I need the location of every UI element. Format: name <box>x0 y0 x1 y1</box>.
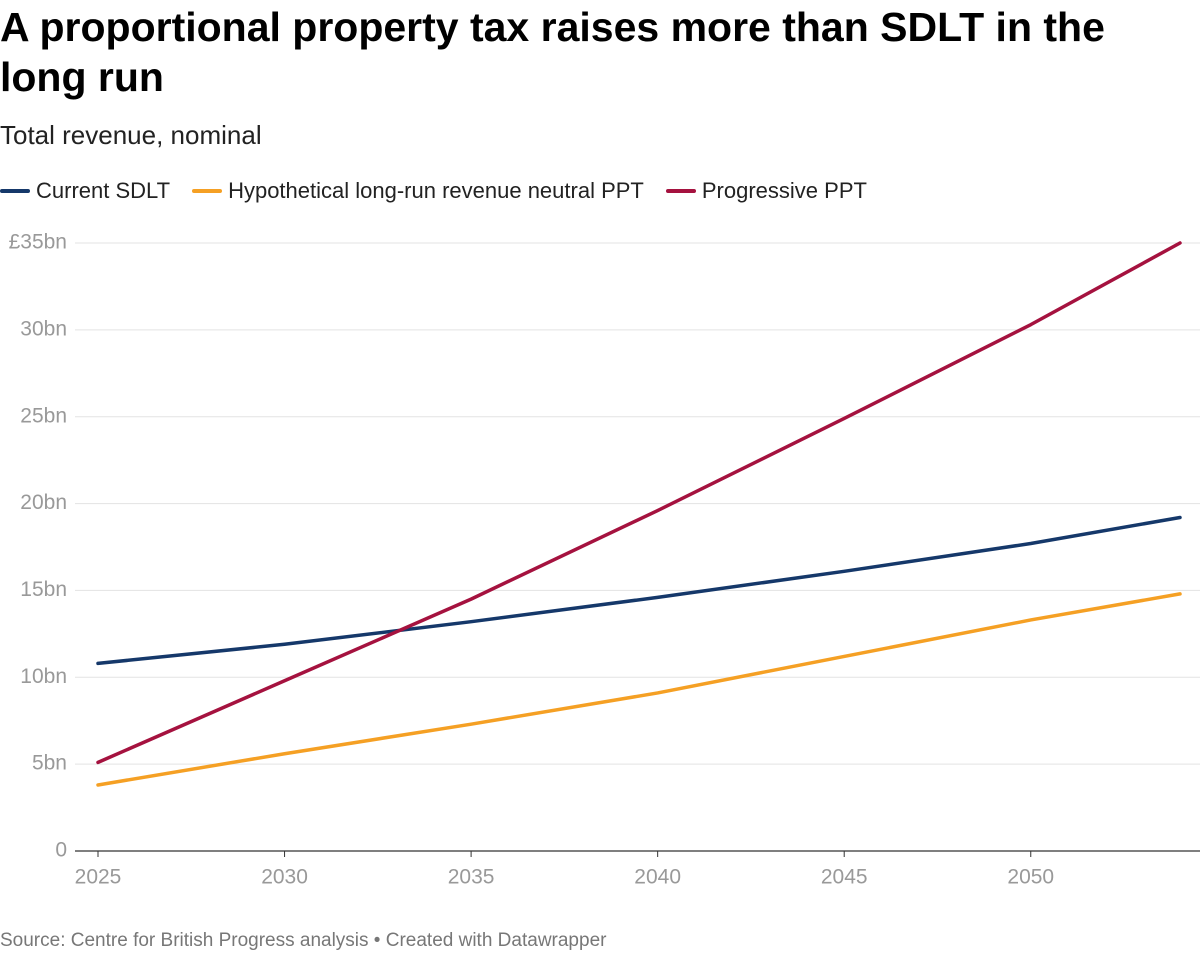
legend-item: Hypothetical long-run revenue neutral PP… <box>192 178 644 204</box>
y-tick-label: 0 <box>55 839 67 862</box>
legend-swatch <box>665 189 696 193</box>
y-tick-label: 30bn <box>20 317 67 340</box>
x-tick-label: 2050 <box>1007 866 1054 889</box>
legend-label: Progressive PPT <box>701 178 867 203</box>
chart-subtitle: Total revenue, nominal <box>0 120 262 150</box>
source-note: Source: Centre for British Progress anal… <box>0 930 607 951</box>
legend-swatch <box>192 189 223 193</box>
x-tick-label: 2045 <box>821 866 868 889</box>
chart-title: A proportional property tax raises more … <box>0 4 1105 100</box>
legend: Current SDLT Hypothetical long-run revenu… <box>0 178 867 204</box>
series-line <box>96 241 1182 765</box>
series-line <box>96 515 1182 666</box>
legend-swatch <box>0 189 30 193</box>
x-tick-label: 2030 <box>261 866 308 889</box>
legend-label: Current SDLT <box>36 178 171 203</box>
legend-item: Current SDLT <box>0 178 170 204</box>
y-tick-label: 25bn <box>20 404 67 427</box>
y-tick-label: £35bn <box>9 231 67 254</box>
x-tick-label: 2025 <box>75 866 122 889</box>
y-tick-label: 5bn <box>32 752 67 775</box>
y-tick-label: 20bn <box>20 491 67 514</box>
legend-label: Hypothetical long-run revenue neutral PP… <box>228 178 644 203</box>
series-line <box>96 592 1182 787</box>
y-tick-label: 10bn <box>20 665 67 688</box>
x-tick-label: 2035 <box>448 866 495 889</box>
x-tick-label: 2040 <box>634 866 681 889</box>
chart: 0 5bn 10bn 15bn 20bn 25bn 30bn £35bn 2025 2030 203… <box>9 231 1200 889</box>
y-tick-label: 15bn <box>20 578 67 601</box>
legend-item: Progressive PPT <box>665 178 867 204</box>
